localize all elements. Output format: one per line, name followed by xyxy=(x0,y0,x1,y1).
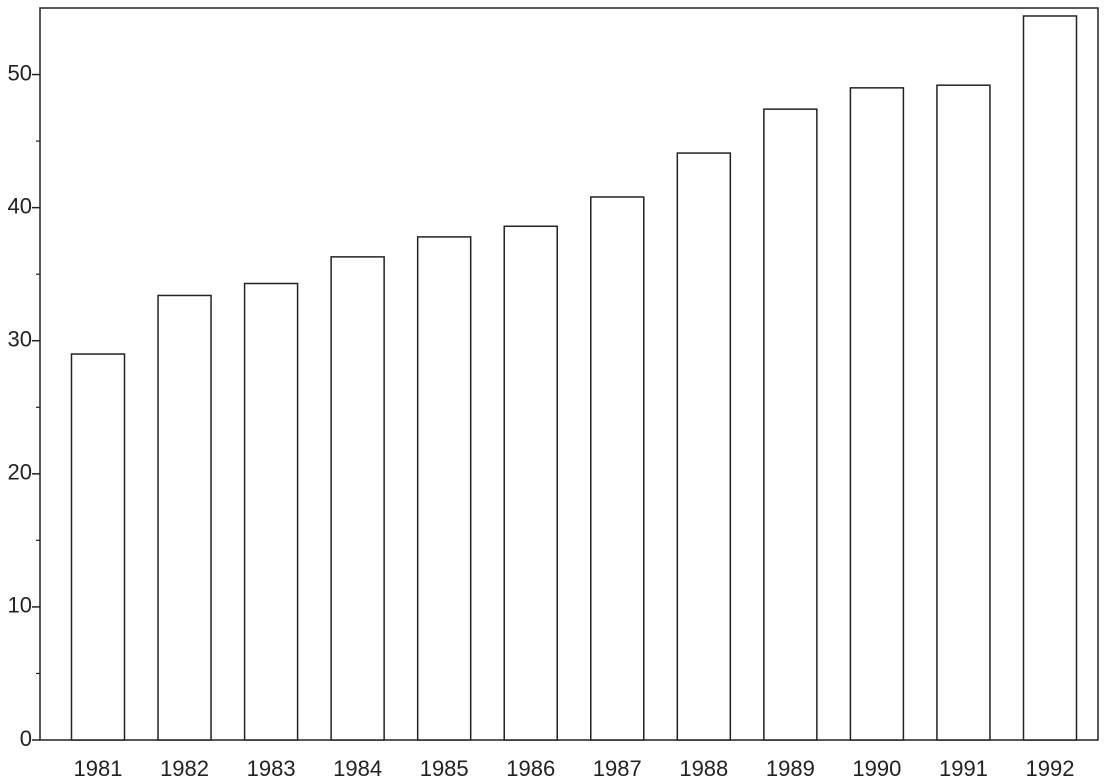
x-tick-label: 1987 xyxy=(593,756,642,781)
bar xyxy=(676,152,732,741)
x-tick-label: 1988 xyxy=(679,756,728,781)
bar xyxy=(503,225,558,741)
y-tick-label: 40 xyxy=(8,193,32,218)
x-tick-label: 1991 xyxy=(939,756,988,781)
x-tick-label: 1982 xyxy=(160,756,209,781)
bar xyxy=(243,282,299,741)
bar xyxy=(157,294,212,741)
x-tick-label: 1981 xyxy=(74,756,123,781)
y-tick-label: 20 xyxy=(8,460,32,485)
bar xyxy=(936,84,991,741)
x-tick-label: 1990 xyxy=(852,756,901,781)
bar xyxy=(416,236,472,741)
bar xyxy=(70,353,126,741)
x-tick-label: 1989 xyxy=(766,756,815,781)
bar xyxy=(590,196,645,741)
bar xyxy=(330,256,385,741)
bar xyxy=(849,87,905,741)
x-tick-label: 1984 xyxy=(333,756,382,781)
plot-frame xyxy=(39,7,1099,741)
y-tick-label: 50 xyxy=(8,60,32,85)
y-tick-label: 10 xyxy=(8,593,32,618)
x-tick-label: 1985 xyxy=(420,756,469,781)
x-tick-label: 1992 xyxy=(1026,756,1075,781)
bar xyxy=(1022,15,1078,741)
x-tick-label: 1986 xyxy=(506,756,555,781)
x-tick-label: 1983 xyxy=(247,756,296,781)
y-tick-label: 0 xyxy=(20,726,32,751)
y-tick-label: 30 xyxy=(8,327,32,352)
bar xyxy=(763,108,818,741)
